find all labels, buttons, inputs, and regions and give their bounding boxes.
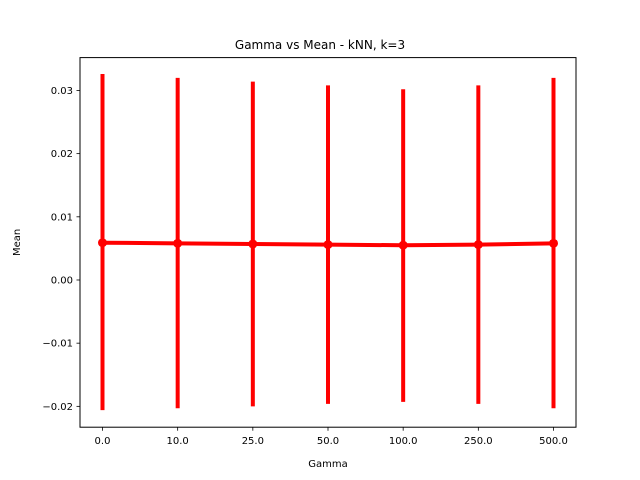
x-tick-label: 25.0	[242, 436, 264, 447]
data-point	[98, 238, 107, 248]
data-point	[323, 240, 333, 250]
x-tick-label: 50.0	[317, 436, 339, 447]
y-tick-label: 0.03	[51, 86, 73, 97]
data-point	[173, 238, 183, 248]
data-point	[248, 239, 258, 249]
x-tick-label: 500.0	[539, 436, 568, 447]
y-tick-label: 0.00	[51, 275, 73, 286]
data-point	[473, 240, 483, 250]
x-tick-label: 0.0	[95, 436, 111, 447]
y-tick-label: 0.02	[51, 149, 73, 160]
x-tick-label: 250.0	[464, 436, 493, 447]
data-point	[549, 238, 558, 248]
y-axis: −0.02 −0.01 0.00 0.01 0.02 0.03	[42, 86, 80, 413]
y-tick-label: −0.02	[42, 402, 73, 413]
y-axis-label: Mean	[12, 229, 23, 256]
chart-title: Gamma vs Mean - kNN, k=3	[235, 38, 405, 52]
plot-area	[98, 74, 558, 411]
x-axis-label: Gamma	[308, 459, 348, 470]
data-point	[398, 240, 408, 250]
y-tick-label: 0.01	[51, 212, 73, 223]
x-tick-label: 100.0	[389, 436, 418, 447]
y-tick-label: −0.01	[42, 339, 73, 350]
x-tick-label: 10.0	[167, 436, 189, 447]
x-axis: 0.0 10.0 25.0 50.0 100.0 250.0 500.0	[95, 427, 568, 447]
